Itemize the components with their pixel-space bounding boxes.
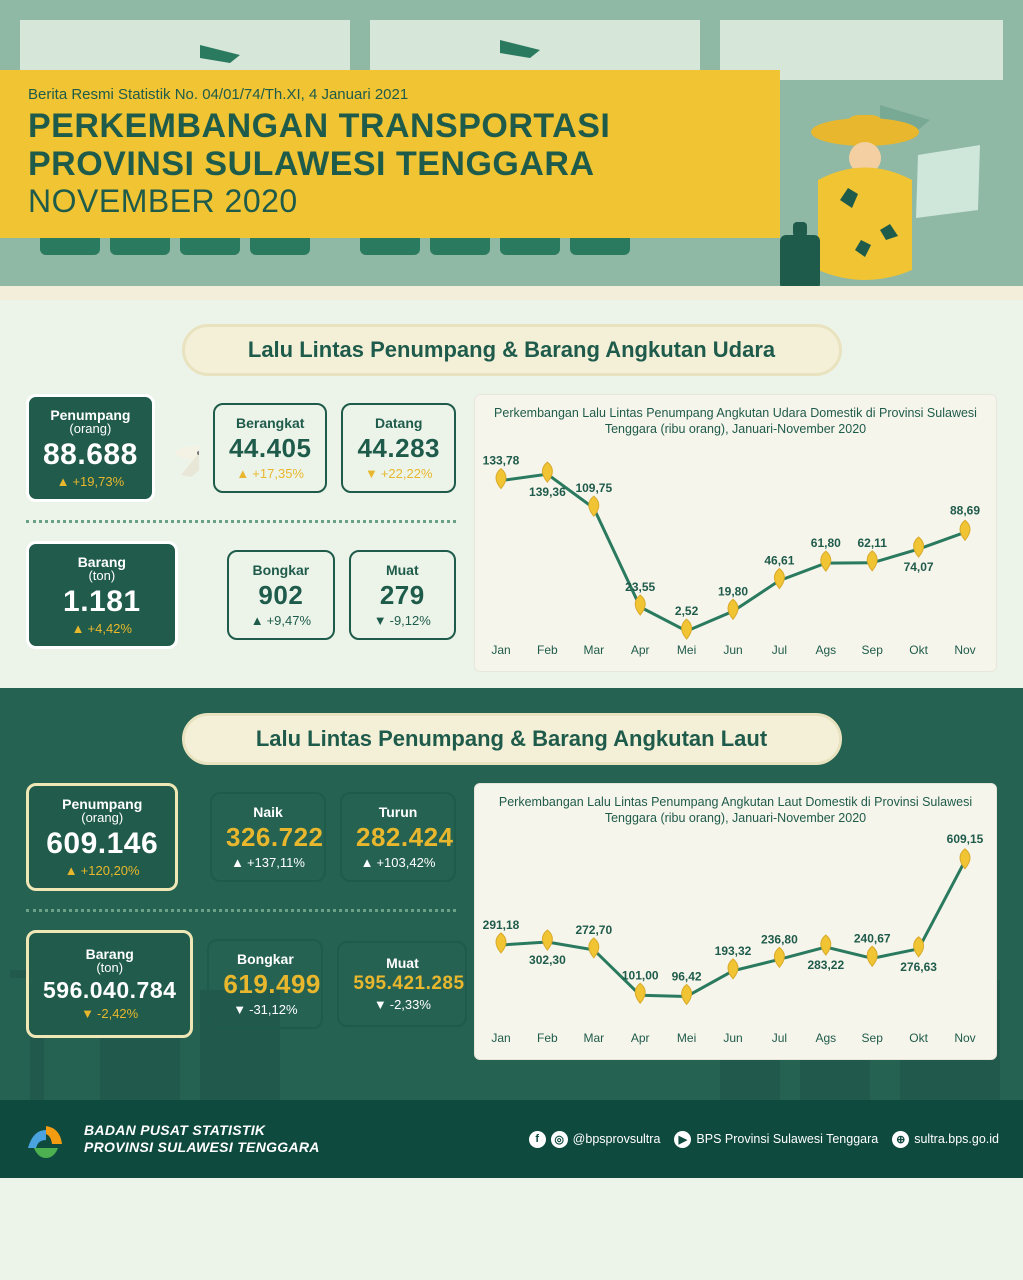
svg-text:Jan: Jan [491, 643, 510, 657]
svg-text:109,75: 109,75 [575, 481, 612, 495]
sea-chart: Perkembangan Lalu Lintas Penumpang Angku… [474, 783, 997, 1061]
svg-text:61,80: 61,80 [811, 536, 841, 550]
svg-text:Nov: Nov [954, 643, 975, 657]
svg-text:74,07: 74,07 [904, 560, 934, 574]
svg-text:302,30: 302,30 [529, 953, 566, 967]
svg-text:Okt: Okt [909, 1031, 928, 1045]
air-stats: Penumpang (orang) 88.688 +19,73% Berangk… [26, 394, 456, 649]
title-banner: Berita Resmi Statistik No. 04/01/74/Th.X… [0, 70, 780, 238]
air-barang-card: Barang (ton) 1.181 +4,42% [26, 541, 178, 649]
svg-text:Sep: Sep [862, 643, 884, 657]
svg-text:Ags: Ags [815, 643, 836, 657]
svg-text:Feb: Feb [537, 1031, 558, 1045]
sea-section: Lalu Lintas Penumpang & Barang Angkutan … [0, 688, 1023, 1101]
svg-text:101,00: 101,00 [622, 968, 659, 982]
air-penumpang-card: Penumpang (orang) 88.688 +19,73% [26, 394, 155, 502]
svg-text:272,70: 272,70 [575, 923, 612, 937]
svg-text:Ags: Ags [815, 1031, 836, 1045]
air-muat-card: Muat 279 -9,12% [349, 550, 456, 640]
svg-text:Mei: Mei [677, 1031, 696, 1045]
svg-text:Apr: Apr [631, 1031, 650, 1045]
sea-muat-card: Muat 595.421.285 -2,33% [337, 941, 467, 1027]
sea-bongkar-card: Bongkar 619.499 -31,12% [207, 939, 323, 1029]
instagram-icon: ◎ [551, 1131, 568, 1148]
globe-icon: ⊕ [892, 1131, 909, 1148]
infographic-root: Berita Resmi Statistik No. 04/01/74/Th.X… [0, 0, 1023, 1178]
facebook-icon: f [529, 1131, 546, 1148]
air-chart-title: Perkembangan Lalu Lintas Penumpang Angku… [483, 405, 988, 438]
air-berangkat-card: Berangkat 44.405 +17,35% [213, 403, 328, 493]
air-chart: Perkembangan Lalu Lintas Penumpang Angku… [474, 394, 997, 672]
title-line2: PROVINSI SULAWESI TENGGARA [28, 145, 752, 183]
sea-chart-svg: 291,18 302,30 272,70 101,00 96,42 193,32 236,8… [483, 830, 983, 1050]
svg-text:Feb: Feb [537, 643, 558, 657]
air-chart-svg: 133,78 139,36 109,75 23,55 2,52 19,80 46,61 61,… [483, 442, 983, 662]
org-name: BADAN PUSAT STATISTIK PROVINSI SULAWESI … [84, 1122, 320, 1157]
footer-social: f ◎ @bpsprovsultra ▶ BPS Provinsi Sulawe… [529, 1131, 999, 1148]
svg-text:Okt: Okt [909, 643, 928, 657]
svg-text:46,61: 46,61 [764, 553, 794, 567]
airplane-icon [169, 413, 199, 483]
release-number: Berita Resmi Statistik No. 04/01/74/Th.X… [28, 86, 752, 103]
svg-text:Apr: Apr [631, 643, 650, 657]
bps-logo-icon [24, 1118, 66, 1160]
sea-chart-title: Perkembangan Lalu Lintas Penumpang Angku… [483, 794, 988, 827]
sea-section-title: Lalu Lintas Penumpang & Barang Angkutan … [182, 713, 842, 765]
svg-text:Jul: Jul [772, 643, 787, 657]
sea-penumpang-card: Penumpang (orang) 609.146 +120,20% [26, 783, 178, 891]
svg-text:Jun: Jun [723, 1031, 742, 1045]
svg-text:Jul: Jul [772, 1031, 787, 1045]
air-bongkar-card: Bongkar 902 +9,47% [227, 550, 334, 640]
title-month: NOVEMBER 2020 [28, 183, 752, 220]
svg-text:291,18: 291,18 [483, 918, 520, 932]
footer: BADAN PUSAT STATISTIK PROVINSI SULAWESI … [0, 1100, 1023, 1178]
svg-text:Jun: Jun [723, 643, 742, 657]
title-line1: PERKEMBANGAN TRANSPORTASI [28, 107, 752, 145]
svg-text:283,22: 283,22 [807, 958, 844, 972]
svg-text:Mei: Mei [677, 643, 696, 657]
sea-barang-card: Barang (ton) 596.040.784 -2,42% [26, 930, 193, 1038]
svg-text:88,69: 88,69 [950, 503, 980, 517]
svg-text:193,32: 193,32 [715, 944, 752, 958]
svg-text:609,15: 609,15 [947, 832, 983, 846]
sea-divider [26, 909, 456, 912]
svg-text:96,42: 96,42 [672, 969, 702, 983]
svg-text:Jan: Jan [491, 1031, 510, 1045]
svg-text:240,67: 240,67 [854, 931, 891, 945]
youtube-icon: ▶ [674, 1131, 691, 1148]
svg-text:Mar: Mar [583, 643, 604, 657]
svg-text:Nov: Nov [954, 1031, 975, 1045]
air-datang-card: Datang 44.283 +22,22% [341, 403, 456, 493]
svg-text:Sep: Sep [862, 1031, 884, 1045]
social-youtube: ▶ BPS Provinsi Sulawesi Tenggara [674, 1131, 878, 1148]
svg-text:2,52: 2,52 [675, 604, 699, 618]
svg-text:236,80: 236,80 [761, 932, 798, 946]
svg-text:276,63: 276,63 [900, 960, 937, 974]
air-divider [26, 520, 456, 523]
air-section: Lalu Lintas Penumpang & Barang Angkutan … [0, 324, 1023, 688]
air-section-title: Lalu Lintas Penumpang & Barang Angkutan … [182, 324, 842, 376]
svg-text:Mar: Mar [583, 1031, 604, 1045]
sea-turun-card: Turun 282.424 +103,42% [340, 792, 456, 882]
sea-naik-card: Naik 326.722 +137,11% [210, 792, 326, 882]
svg-text:23,55: 23,55 [625, 579, 655, 593]
svg-text:133,78: 133,78 [483, 453, 520, 467]
social-web: ⊕ sultra.bps.go.id [892, 1131, 999, 1148]
svg-text:62,11: 62,11 [858, 535, 888, 549]
svg-text:19,80: 19,80 [718, 584, 748, 598]
hero-illustration: Berita Resmi Statistik No. 04/01/74/Th.X… [0, 0, 1023, 300]
svg-text:139,36: 139,36 [529, 485, 566, 499]
sea-stats: Penumpang (orang) 609.146 +120,20% Naik … [26, 783, 456, 1061]
social-fb-ig: f ◎ @bpsprovsultra [529, 1131, 661, 1148]
